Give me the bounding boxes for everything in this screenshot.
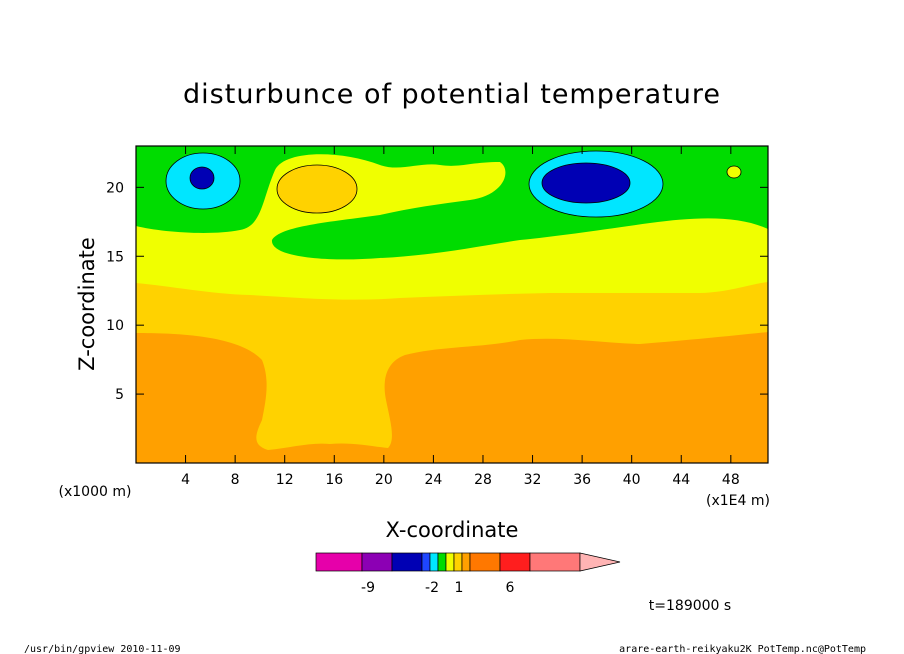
colorbar-label-1: -2 [425, 580, 439, 596]
plot-frame [135, 145, 769, 464]
y-axis-label: Z-coordinate [75, 237, 99, 371]
footer-right: arare-earth-reikyaku2K_PotTemp.nc@PotTem… [619, 644, 866, 654]
x-tick-label-3: 16 [325, 472, 343, 488]
colorbar-swatch-7 [453, 552, 463, 572]
contour-cell-blue-left [189, 166, 215, 190]
x-tick-label-11: 48 [722, 472, 740, 488]
x-tick-label-4: 20 [375, 472, 393, 488]
colorbar-swatch-5 [437, 552, 447, 572]
time-label: t=189000 s [649, 598, 731, 614]
colorbar: -9 -2 1 6 [315, 552, 621, 596]
colorbar-swatch-12 [579, 552, 621, 572]
colorbar-swatch-9 [469, 552, 501, 572]
contour-cell-blue-right [541, 162, 631, 204]
x-tick-label-10: 44 [672, 472, 690, 488]
x-tick-label-9: 40 [623, 472, 641, 488]
colorbar-swatch-10 [499, 552, 531, 572]
x-tick-label-2: 12 [276, 472, 294, 488]
contour-cell-yellow-small [726, 165, 742, 179]
x-tick-label-0: 4 [181, 472, 190, 488]
colorbar-swatch-4 [429, 552, 439, 572]
colorbar-label-0: -9 [361, 580, 375, 596]
footer-left: /usr/bin/gpview 2010-11-09 [24, 644, 181, 654]
colorbar-label-2: 1 [455, 580, 464, 596]
y-tick-label-0: 5 [115, 387, 124, 403]
colorbar-swatch-11 [529, 552, 581, 572]
contour-band-orange [136, 332, 768, 463]
contour-cell-gold [276, 164, 358, 214]
colorbar-swatch-0 [315, 552, 363, 572]
x-tick-label-7: 32 [524, 472, 542, 488]
x-tick-label-8: 36 [573, 472, 591, 488]
y-tick-label-3: 20 [106, 180, 124, 196]
colorbar-swatch-6 [445, 552, 455, 572]
x-axis-label: X-coordinate [386, 518, 519, 542]
x-tick-label-1: 8 [231, 472, 240, 488]
x-units: (x1E4 m) [706, 493, 770, 509]
y-tick-label-1: 10 [106, 318, 124, 334]
colorbar-swatch-1 [361, 552, 393, 572]
contour-field [136, 146, 768, 463]
colorbar-swatch-3 [421, 552, 431, 572]
x-tick-label-5: 24 [424, 472, 442, 488]
y-units: (x1000 m) [59, 484, 132, 500]
colorbar-swatch-2 [391, 552, 423, 572]
colorbar-swatch-8 [461, 552, 471, 572]
y-tick-label-2: 15 [106, 249, 124, 265]
chart-title: disturbunce of potential temperature [183, 79, 721, 110]
colorbar-label-3: 6 [506, 580, 515, 596]
x-tick-label-6: 28 [474, 472, 492, 488]
